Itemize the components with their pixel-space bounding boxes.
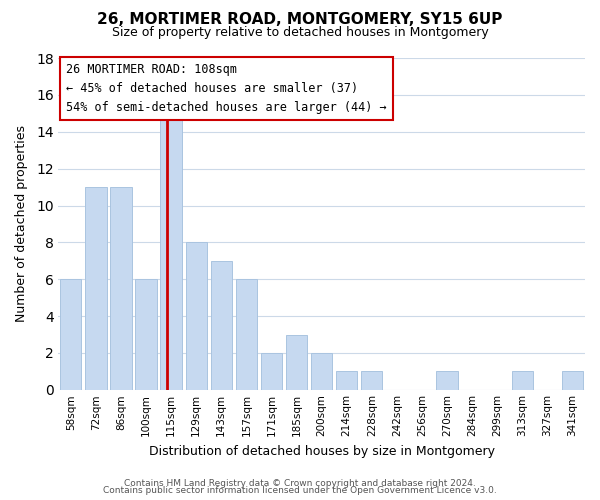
Text: 26, MORTIMER ROAD, MONTGOMERY, SY15 6UP: 26, MORTIMER ROAD, MONTGOMERY, SY15 6UP	[97, 12, 503, 28]
Bar	[136, 279, 157, 390]
Bar	[185, 242, 207, 390]
Bar	[311, 353, 332, 390]
X-axis label: Distribution of detached houses by size in Montgomery: Distribution of detached houses by size …	[149, 444, 494, 458]
Bar	[236, 279, 257, 390]
Bar	[361, 372, 382, 390]
Text: 26 MORTIMER ROAD: 108sqm
← 45% of detached houses are smaller (37)
54% of semi-d: 26 MORTIMER ROAD: 108sqm ← 45% of detach…	[66, 63, 387, 114]
Bar	[60, 279, 82, 390]
Bar	[336, 372, 358, 390]
Text: Contains public sector information licensed under the Open Government Licence v3: Contains public sector information licen…	[103, 486, 497, 495]
Text: Size of property relative to detached houses in Montgomery: Size of property relative to detached ho…	[112, 26, 488, 39]
Bar	[436, 372, 458, 390]
Bar	[261, 353, 282, 390]
Text: Contains HM Land Registry data © Crown copyright and database right 2024.: Contains HM Land Registry data © Crown c…	[124, 478, 476, 488]
Bar	[85, 187, 107, 390]
Bar	[512, 372, 533, 390]
Bar	[211, 261, 232, 390]
Bar	[562, 372, 583, 390]
Bar	[286, 334, 307, 390]
Bar	[160, 114, 182, 390]
Bar	[110, 187, 131, 390]
Y-axis label: Number of detached properties: Number of detached properties	[15, 126, 28, 322]
